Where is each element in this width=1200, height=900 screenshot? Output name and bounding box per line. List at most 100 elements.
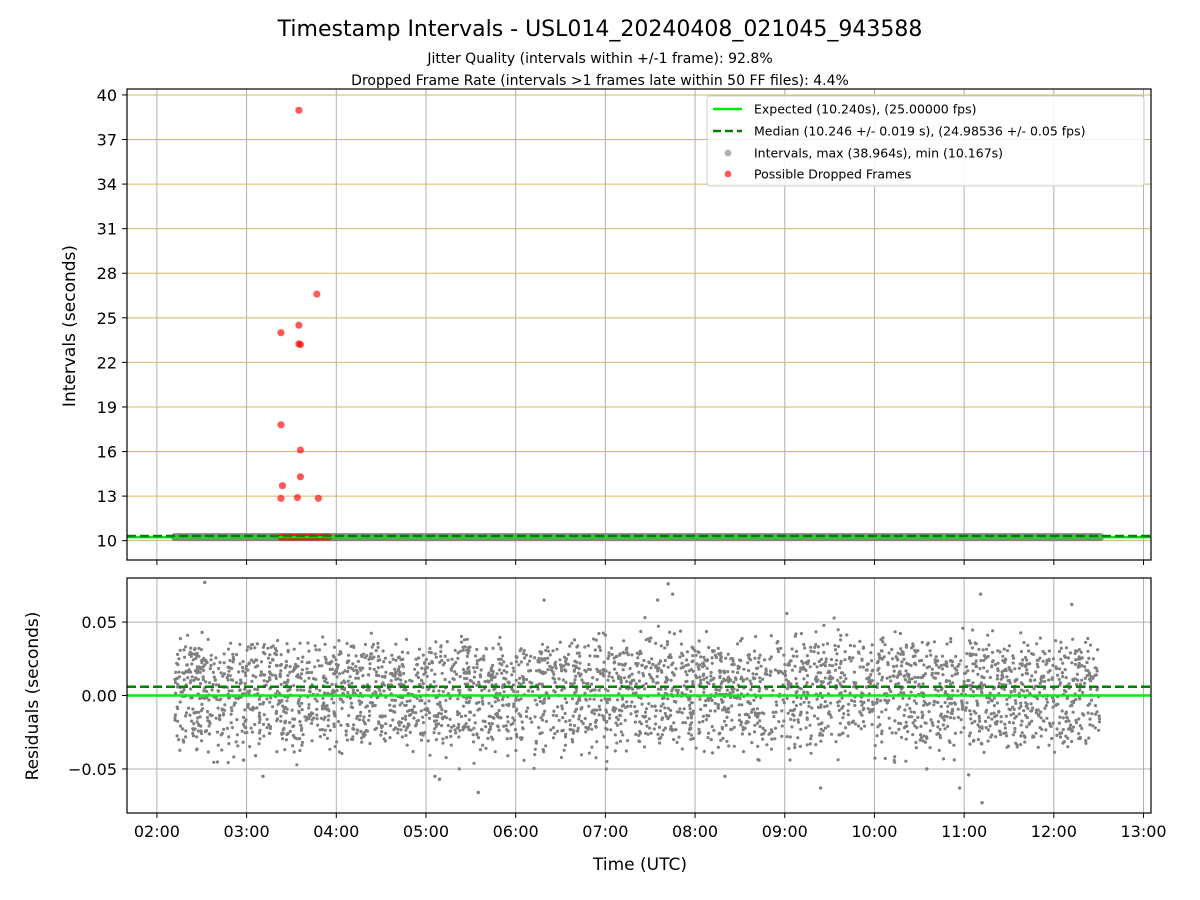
residual-point [203, 730, 207, 734]
residual-point [944, 660, 948, 664]
residual-point [896, 673, 900, 677]
residual-point [346, 724, 350, 728]
residual-point [752, 730, 757, 734]
residual-point [1070, 729, 1075, 733]
residual-point [825, 704, 829, 708]
residual-outlier-15 [925, 767, 929, 771]
residual-point [416, 671, 420, 675]
residual-point [367, 714, 372, 718]
residual-point [775, 641, 779, 645]
residual-point [848, 691, 852, 695]
residual-point [586, 644, 590, 648]
residual-point [804, 668, 808, 673]
residual-point [404, 733, 408, 738]
residual-point [214, 656, 218, 660]
residual-point [502, 669, 506, 673]
residual-point [560, 707, 565, 711]
bottom-xtick-label-2: 04:00 [313, 822, 359, 841]
residual-point [182, 648, 186, 652]
residual-point [922, 663, 926, 667]
residual-point [852, 670, 857, 674]
legend-dropped-swatch [724, 170, 732, 178]
residual-point [817, 659, 821, 664]
residual-point [391, 657, 395, 661]
residual-point [668, 630, 672, 634]
residual-point [1089, 698, 1094, 702]
residual-point [268, 678, 272, 682]
residual-point [669, 724, 673, 729]
residual-point [911, 642, 915, 646]
residual-point [467, 701, 471, 705]
residual-point [920, 658, 924, 663]
residual-point [667, 715, 671, 719]
residual-point [434, 738, 438, 742]
residual-point [413, 667, 417, 671]
residual-point [637, 733, 641, 738]
residual-point [345, 738, 349, 742]
residual-point [365, 688, 369, 692]
residual-point [1091, 676, 1095, 680]
residual-point [1086, 703, 1090, 708]
residual-point [533, 753, 537, 757]
residual-point [193, 727, 197, 731]
residual-point [999, 715, 1003, 719]
residual-point [614, 706, 618, 711]
residual-point [324, 677, 328, 681]
residual-point [363, 656, 367, 660]
residual-point [1035, 697, 1039, 701]
residual-point [434, 640, 438, 644]
residual-point [953, 731, 958, 736]
residual-point [918, 738, 922, 742]
residual-point [356, 688, 360, 693]
residual-point [262, 643, 266, 647]
residual-point [198, 696, 202, 701]
residual-point [430, 668, 434, 672]
residual-point [602, 660, 606, 664]
residual-point [602, 674, 606, 678]
residual-point [187, 668, 191, 672]
residual-point [578, 654, 582, 658]
residual-point [481, 657, 486, 661]
residual-point [771, 710, 775, 715]
residual-point [266, 679, 270, 684]
residual-point [820, 721, 824, 725]
residual-point [239, 678, 243, 682]
residual-point [816, 651, 820, 655]
residual-point [1007, 665, 1011, 670]
residual-point [890, 731, 894, 735]
residual-point [929, 718, 933, 722]
residual-point [654, 664, 658, 668]
residual-point [869, 682, 873, 686]
residual-point [340, 706, 344, 711]
residual-point [215, 730, 219, 734]
residual-point [763, 658, 767, 662]
residual-point [573, 691, 577, 695]
residual-point [201, 678, 205, 682]
residual-point [834, 662, 838, 666]
residual-point [351, 644, 356, 648]
residual-point [273, 647, 277, 651]
residual-point [1019, 681, 1023, 685]
residual-point [861, 720, 866, 724]
residual-point [1004, 658, 1008, 662]
residual-point [380, 675, 384, 679]
residual-point [257, 714, 261, 718]
residual-point [565, 700, 569, 705]
residual-point [393, 710, 397, 714]
residual-point [461, 648, 465, 652]
residual-point [800, 659, 804, 663]
residual-point [627, 675, 631, 679]
residual-point [1061, 675, 1065, 679]
residual-point [225, 726, 230, 730]
residual-point [959, 659, 963, 663]
residual-point [530, 720, 534, 724]
residual-point [340, 751, 344, 756]
residual-point [660, 717, 664, 722]
residual-point [826, 712, 831, 716]
residual-point [712, 728, 716, 733]
residual-point [1009, 713, 1013, 717]
residual-point [577, 651, 581, 655]
residual-point [279, 682, 283, 687]
residual-point [943, 700, 947, 705]
residual-point [356, 676, 360, 680]
